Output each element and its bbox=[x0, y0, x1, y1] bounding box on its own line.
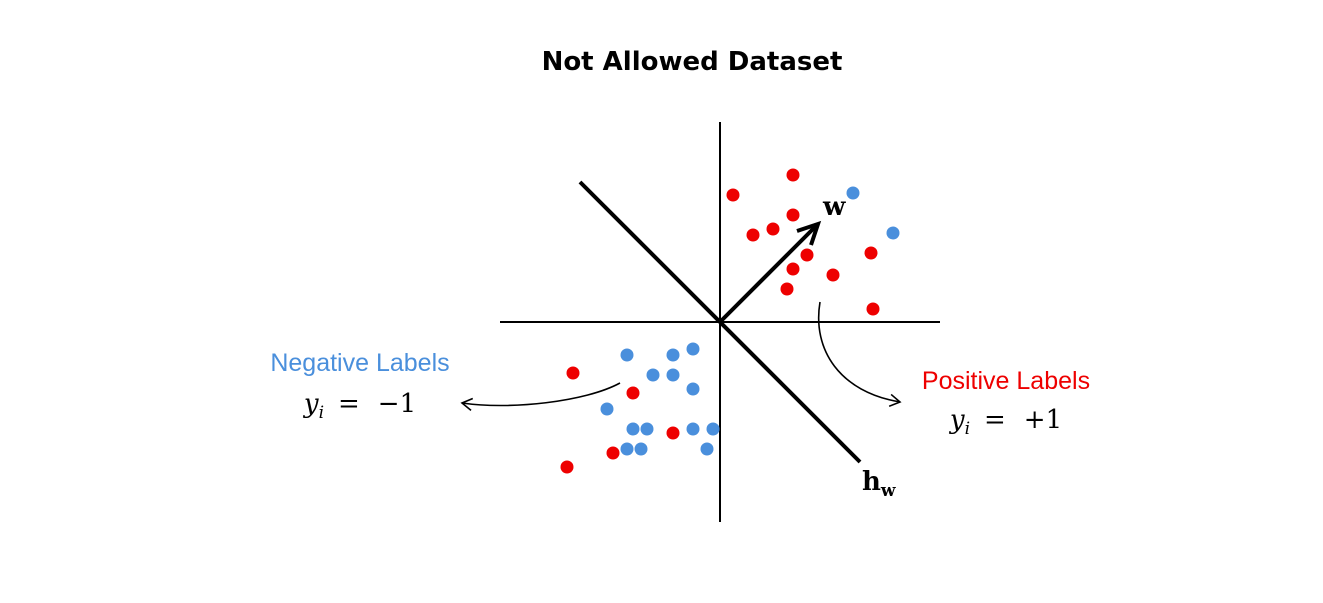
positive-point bbox=[826, 268, 840, 282]
positive-eq-equals: = bbox=[984, 405, 1006, 435]
hyperplane-label: hw bbox=[862, 467, 896, 501]
negative-point bbox=[620, 348, 634, 362]
positive-point bbox=[786, 168, 800, 182]
negative-point bbox=[634, 442, 648, 456]
negative-point bbox=[640, 422, 654, 436]
positive-point bbox=[626, 386, 640, 400]
positive-point bbox=[766, 222, 780, 236]
diagram-title: Not Allowed Dataset bbox=[542, 47, 843, 77]
positive-point bbox=[866, 302, 880, 316]
negative-eq-equals: = bbox=[338, 389, 360, 419]
hyperplane-label-base: h bbox=[862, 467, 881, 497]
negative-point bbox=[620, 442, 634, 456]
negative-point bbox=[686, 342, 700, 356]
vector-label: w bbox=[822, 192, 846, 222]
negative-point bbox=[666, 368, 680, 382]
positive-eq-value: +1 bbox=[1024, 405, 1062, 435]
positive-point bbox=[746, 228, 760, 242]
hyperplane-label-subscript: w bbox=[880, 481, 896, 501]
positive-point bbox=[666, 426, 680, 440]
negative-point bbox=[846, 186, 860, 200]
positive-point bbox=[864, 246, 878, 260]
positive-labels-equation: yi = +1 bbox=[949, 405, 1062, 439]
negative-labels-title: Negative Labels bbox=[270, 349, 449, 377]
positive-point bbox=[726, 188, 740, 202]
negative-point bbox=[646, 368, 660, 382]
negative-eq-sub: i bbox=[319, 403, 324, 423]
negative-labels-equation: yi = −1 bbox=[303, 389, 416, 423]
weight-vector-arrow bbox=[718, 220, 822, 324]
negative-point bbox=[686, 382, 700, 396]
positive-point bbox=[800, 248, 814, 262]
positive-point bbox=[560, 460, 574, 474]
negative-point bbox=[706, 422, 720, 436]
negative-point bbox=[600, 402, 614, 416]
positive-eq-sub: i bbox=[965, 419, 970, 439]
positive-point bbox=[780, 282, 794, 296]
positive-point bbox=[566, 366, 580, 380]
negative-point bbox=[666, 348, 680, 362]
positive-point bbox=[606, 446, 620, 460]
negative-point bbox=[686, 422, 700, 436]
negative-point bbox=[626, 422, 640, 436]
positive-point bbox=[786, 208, 800, 222]
negative-pointer-arrow bbox=[460, 382, 621, 411]
data-points bbox=[560, 168, 900, 474]
negative-point bbox=[886, 226, 900, 240]
negative-point bbox=[700, 442, 714, 456]
positive-labels-title: Positive Labels bbox=[922, 367, 1090, 395]
positive-point bbox=[786, 262, 800, 276]
negative-eq-value: −1 bbox=[378, 389, 416, 419]
negative-eq-var: y bbox=[303, 389, 319, 419]
positive-eq-var: y bbox=[949, 405, 965, 435]
positive-pointer-arrow bbox=[817, 301, 902, 408]
